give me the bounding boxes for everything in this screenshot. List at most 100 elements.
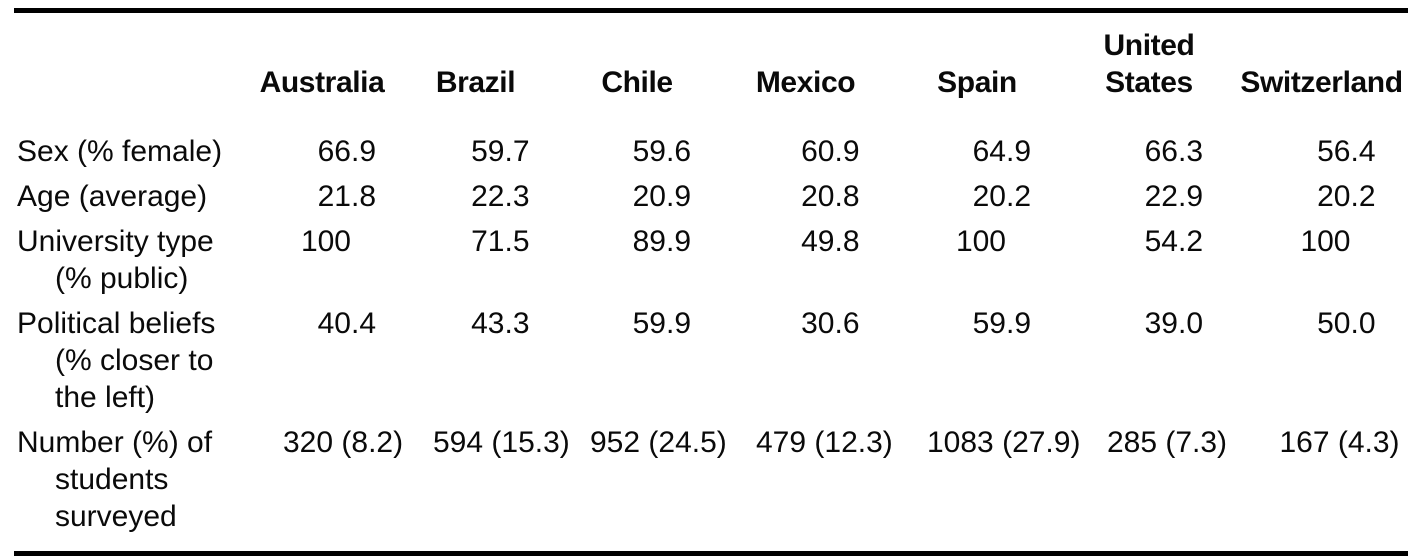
table-row: Political beliefs (% closer to the left) 40…	[14, 305, 1408, 424]
column-header-line: Switzerland	[1240, 66, 1403, 99]
value-cell: 100	[891, 223, 1063, 305]
value-cell: 21.8	[247, 178, 397, 223]
value-cell: 59.9	[554, 305, 720, 424]
row-label-line: the left)	[55, 381, 156, 414]
table-top-rule	[14, 8, 1408, 13]
value-integer-part: 43	[471, 307, 505, 340]
value-fraction-part: .2	[1006, 180, 1032, 213]
row-label-line: (% closer to	[55, 344, 214, 377]
value-integer-part: 59	[972, 307, 1006, 340]
value-integer-part: 22	[1144, 180, 1178, 213]
value-fraction-part: .0	[1178, 307, 1204, 340]
value-integer-part: 59	[471, 135, 505, 168]
row-label-line: Political beliefs	[17, 307, 216, 340]
column-header-line: Chile	[601, 66, 673, 99]
row-label-line: (% public)	[55, 262, 189, 295]
value-fraction-part: .6	[666, 135, 692, 168]
value-integer-part: 64	[972, 135, 1006, 168]
value-integer-part: 20	[632, 180, 666, 213]
column-header-australia: Australia	[247, 13, 397, 133]
value-cell: 39.0	[1063, 305, 1235, 424]
header-row: Australia Brazil Chile Mexico Spain United Sta…	[14, 13, 1408, 133]
table-row: Age (average) 21.8 22.3 20.9 20.8 20.2 22.9 20.…	[14, 178, 1408, 223]
column-header-line: United	[1103, 29, 1195, 62]
value-integer-part: 20	[972, 180, 1006, 213]
column-header-line: States	[1105, 66, 1193, 99]
value-fraction-part: .3	[504, 307, 530, 340]
value-cell: 285 (7.3)	[1106, 426, 1228, 459]
value-integer-part: 39	[1144, 307, 1178, 340]
value-cell: 22.3	[397, 178, 554, 223]
value-fraction-part: .9	[351, 135, 377, 168]
value-cell: 66.3	[1063, 133, 1235, 178]
value-integer-part: 59	[632, 135, 666, 168]
value-fraction-part: .4	[1350, 135, 1376, 168]
value-fraction-part: .9	[834, 135, 860, 168]
value-cell: 59.6	[554, 133, 720, 178]
value-integer-part: 20	[801, 180, 835, 213]
value-fraction-part: .0	[1350, 307, 1376, 340]
value-integer-part: 66	[1144, 135, 1178, 168]
value-cell: 479 (12.3)	[756, 426, 893, 459]
value-fraction-part: .6	[834, 307, 860, 340]
value-cell: 20.2	[891, 178, 1063, 223]
value-cell: 20.2	[1235, 178, 1408, 223]
row-label-line: Number (%) of	[17, 426, 213, 459]
value-fraction-part: .9	[666, 225, 692, 258]
table-row: University type (% public) 100 71.5 89.9 49.8…	[14, 223, 1408, 305]
table-row: Number (%) of students surveyed 320 (8.2) 59…	[14, 424, 1408, 543]
row-label-line: University type	[17, 225, 214, 258]
value-fraction-part: .8	[834, 225, 860, 258]
value-integer-part: 40	[317, 307, 351, 340]
value-integer-part: 20	[1317, 180, 1351, 213]
value-integer-part: 89	[632, 225, 666, 258]
value-integer-part: 100	[300, 225, 351, 258]
value-cell: 100	[247, 223, 397, 305]
table-header: Australia Brazil Chile Mexico Spain United Sta…	[14, 13, 1408, 133]
value-cell: 54.2	[1063, 223, 1235, 305]
value-cell: 100	[1235, 223, 1408, 305]
value-fraction-part: .3	[504, 180, 530, 213]
value-cell: 66.9	[247, 133, 397, 178]
value-integer-part: 49	[801, 225, 835, 258]
value-integer-part: 22	[471, 180, 505, 213]
value-cell: 40.4	[247, 305, 397, 424]
value-fraction-part: .2	[1350, 180, 1376, 213]
value-cell: 89.9	[554, 223, 720, 305]
value-cell: 20.9	[554, 178, 720, 223]
value-cell: 167 (4.3)	[1279, 426, 1400, 459]
column-header-line: Australia	[259, 66, 385, 99]
row-label-line: Age (average)	[17, 180, 208, 213]
value-cell: 22.9	[1063, 178, 1235, 223]
value-integer-part: 21	[317, 180, 351, 213]
value-fraction-part: .9	[1178, 180, 1204, 213]
row-label: Number (%) of students surveyed	[14, 424, 247, 543]
value-integer-part: 66	[317, 135, 351, 168]
column-header-line: Brazil	[435, 66, 516, 99]
value-fraction-part: .5	[504, 225, 530, 258]
row-label: Political beliefs (% closer to the left)	[14, 305, 247, 424]
value-cell: 49.8	[720, 223, 891, 305]
value-fraction-part: .9	[666, 180, 692, 213]
value-fraction-part: .9	[666, 307, 692, 340]
value-cell: 952 (24.5)	[590, 426, 727, 459]
value-cell: 50.0	[1235, 305, 1408, 424]
value-fraction-part: .9	[1006, 135, 1032, 168]
value-cell: 60.9	[720, 133, 891, 178]
value-integer-part: 54	[1144, 225, 1178, 258]
row-label-line: Sex (% female)	[17, 135, 223, 168]
value-fraction-part: .4	[351, 307, 377, 340]
value-integer-part: 100	[1300, 225, 1351, 258]
value-cell: 320 (8.2)	[283, 426, 404, 459]
value-cell: 59.7	[397, 133, 554, 178]
value-integer-part: 71	[471, 225, 505, 258]
value-cell: 71.5	[397, 223, 554, 305]
value-integer-part: 56	[1317, 135, 1351, 168]
value-fraction-part: .7	[504, 135, 530, 168]
value-cell: 43.3	[397, 305, 554, 424]
column-header-line: Mexico	[755, 66, 856, 99]
column-header-brazil: Brazil	[397, 13, 554, 133]
value-cell: 64.9	[891, 133, 1063, 178]
value-integer-part: 59	[632, 307, 666, 340]
